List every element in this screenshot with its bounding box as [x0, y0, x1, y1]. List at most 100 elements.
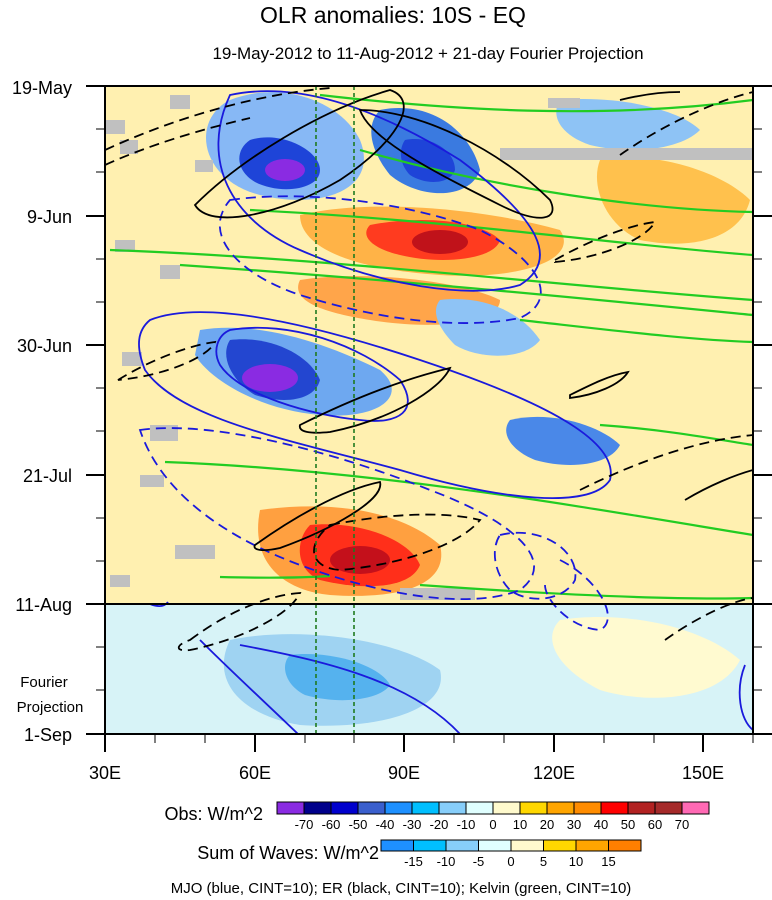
- obs-colorbar-level-label: 70: [675, 817, 689, 832]
- kelvin-contour: [249, 208, 753, 257]
- field-patch: [330, 546, 390, 574]
- mjo-contour: [738, 664, 753, 731]
- field-patch: [412, 230, 468, 254]
- missing-block: [400, 588, 475, 600]
- kelvin-contour: [109, 248, 753, 302]
- waves-colorbar-swatch: [478, 839, 512, 852]
- missing-block: [160, 265, 180, 279]
- mjo-contour: [544, 559, 609, 631]
- obs-colorbar-level-label: -70: [295, 817, 314, 832]
- kelvin-contour: [359, 148, 753, 214]
- waves-colorbar-swatch: [413, 839, 447, 852]
- obs-colorbar-swatch: [438, 801, 467, 815]
- missing-block: [120, 140, 138, 154]
- projection-label: Projection: [17, 699, 84, 716]
- er-contour: [619, 91, 681, 101]
- field-patch: [242, 364, 298, 392]
- er-contour: [193, 89, 405, 219]
- obs-colorbar-swatch: [276, 801, 305, 815]
- obs-colorbar-swatch: [573, 801, 602, 815]
- x-minor-ticks: [154, 734, 754, 743]
- obs-colorbar-level-label: -20: [430, 817, 449, 832]
- missing-block: [140, 475, 164, 487]
- obs-colorbar-level-label: -60: [322, 817, 341, 832]
- er-contour: [253, 480, 381, 552]
- obs-colorbar-swatch: [330, 801, 359, 815]
- obs-colorbar-swatch: [546, 801, 575, 815]
- er-contour: [105, 117, 251, 166]
- field-patch: [596, 157, 750, 244]
- er-contour: [105, 87, 331, 151]
- er-contour: [298, 366, 452, 434]
- y-tick-label: 19-May: [12, 78, 72, 98]
- plot-area: [86, 85, 772, 735]
- obs-colorbar-swatch: [303, 801, 332, 815]
- obs-colorbar-level-label: 60: [648, 817, 662, 832]
- obs-colorbar-level-label: 0: [489, 817, 496, 832]
- obs-colorbar-level-label: 50: [621, 817, 635, 832]
- x-ticks: [104, 734, 704, 752]
- mjo-contour: [138, 311, 612, 499]
- obs-colorbar-swatch: [492, 801, 521, 815]
- x-tick-label: 90E: [388, 763, 420, 783]
- waves-colorbar-swatch: [445, 839, 479, 852]
- obs-colorbar-labels: -70 -60 -50 -40 -30 -20 -10 0 10 20 30 40 50 60 70: [295, 817, 690, 832]
- missing-block: [195, 160, 213, 172]
- obs-colorbar-swatch: [357, 801, 386, 815]
- missing-block: [500, 148, 753, 160]
- er-contour: [177, 592, 302, 652]
- y-tick-label: 9-Jun: [27, 207, 72, 227]
- obs-colorbar-level-label: 30: [567, 817, 581, 832]
- er-contour: [313, 513, 482, 571]
- y-minor-ticks: [96, 128, 762, 691]
- mjo-contour: [493, 531, 577, 600]
- y-tick-label: 21-Jul: [23, 466, 72, 486]
- y-ticks: [86, 85, 772, 735]
- kelvin-contour: [319, 93, 753, 113]
- obs-colorbar-level-label: -30: [403, 817, 422, 832]
- mjo-contour: [239, 644, 461, 734]
- waves-colorbar-level-label: 15: [601, 854, 615, 869]
- missing-block: [122, 352, 142, 366]
- waves-colorbar-swatch: [510, 839, 544, 852]
- field-patch: [506, 416, 620, 465]
- waves-colorbar-level-label: -15: [404, 854, 423, 869]
- x-tick-label: 60E: [239, 763, 271, 783]
- waves-colorbar-level-label: 5: [540, 854, 547, 869]
- kelvin-contour: [519, 318, 753, 344]
- plot-frame: [104, 85, 754, 735]
- x-tick-label: 150E: [682, 763, 724, 783]
- waves-colorbar-swatches: [380, 839, 642, 852]
- waves-colorbar-level-label: 10: [569, 854, 583, 869]
- missing-block: [105, 120, 125, 134]
- x-tick-label: 30E: [89, 763, 121, 783]
- missing-block: [548, 98, 580, 108]
- er-contour: [684, 469, 753, 501]
- obs-colorbar-level-label: -40: [376, 817, 395, 832]
- mjo-contour: [218, 195, 542, 324]
- obs-colorbar-swatch: [384, 801, 413, 815]
- waves-colorbar-swatch: [543, 839, 577, 852]
- y-tick-label: 11-Aug: [15, 595, 72, 615]
- waves-colorbar-labels: -15 -10 -5 0 5 10 15: [404, 854, 616, 869]
- field-patch: [265, 159, 305, 181]
- er-contour: [358, 109, 554, 219]
- projection-patch: [552, 616, 740, 698]
- obs-colorbar-swatch: [681, 801, 710, 815]
- x-tick-label: 120E: [533, 763, 575, 783]
- kelvin-contour: [419, 583, 753, 600]
- waves-colorbar-swatch: [575, 839, 609, 852]
- er-contour: [619, 91, 753, 156]
- projection-label: Fourier: [20, 674, 68, 691]
- obs-colorbar-level-label: -10: [457, 817, 476, 832]
- waves-colorbar-swatch: [380, 839, 414, 852]
- chart-title: OLR anomalies: 10S - EQ: [260, 2, 526, 28]
- missing-block: [170, 95, 190, 109]
- mjo-contour: [199, 639, 300, 734]
- waves-colorbar-label: Sum of Waves: W/m^2: [197, 843, 379, 863]
- y-axis: 19-May 9-Jun 30-Jun 21-Jul 11-Aug 1-Sep …: [12, 78, 772, 745]
- x-axis: 30E 60E 90E 120E 150E: [89, 734, 754, 783]
- waves-colorbar-level-label: -5: [473, 854, 485, 869]
- y-tick-label: 1-Sep: [24, 725, 72, 745]
